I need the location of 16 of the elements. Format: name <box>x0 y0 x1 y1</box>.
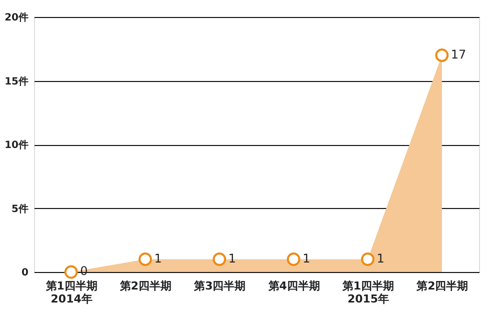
x-tick-label: 第2四半期 <box>416 280 468 292</box>
data-label: 1 <box>154 251 162 266</box>
x-tick-label: 第1四半期 2015年 <box>341 280 394 306</box>
data-label: 1 <box>228 251 236 266</box>
y-tick-label: 5件 <box>12 202 28 215</box>
x-tick-label: 第2四半期 <box>118 280 172 292</box>
x-tick-label: 第4四半期 <box>267 280 320 292</box>
data-label: 1 <box>376 251 384 266</box>
x-tick-label: 第1四半期 2014年 <box>44 280 98 306</box>
x-tick-label: 第3四半期 <box>193 280 246 292</box>
y-tick-label: 20件 <box>4 12 28 24</box>
y-tick-label: 10件 <box>4 139 28 151</box>
data-label: 17 <box>450 47 466 62</box>
y-tick-label: 15件 <box>4 75 28 88</box>
data-label: 1 <box>302 251 310 266</box>
y-tick-label: 0 <box>22 268 29 278</box>
